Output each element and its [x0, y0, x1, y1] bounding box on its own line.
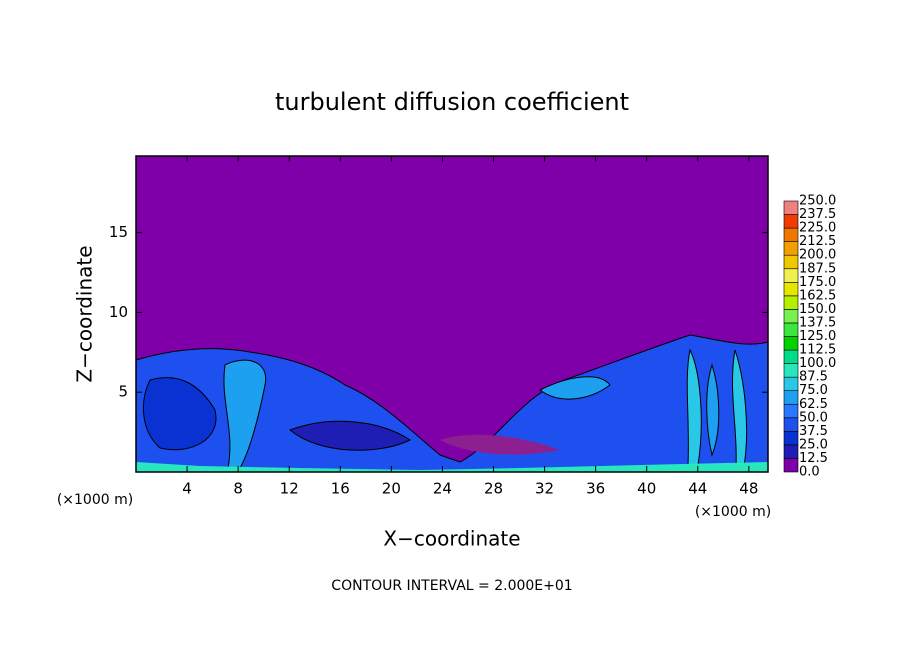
- colorbar-box: [783, 281, 799, 297]
- colorbar-box: [783, 309, 799, 324]
- annotation: CONTOUR INTERVAL = 2.000E+01: [331, 578, 572, 594]
- x-tick-label: 8: [233, 480, 243, 498]
- colorbar-box: [783, 458, 799, 473]
- colorbar-box: [783, 390, 799, 405]
- colorbar-label: 175.0: [799, 275, 836, 290]
- colorbar-label: 112.5: [799, 343, 836, 358]
- colorbar-label: 75.0: [799, 383, 828, 398]
- x-tick-label: 40: [637, 480, 656, 498]
- colorbar-box: [783, 444, 799, 459]
- colorbar-box: [783, 322, 799, 337]
- x-tick-label: 24: [433, 480, 452, 498]
- colorbar-label: 200.0: [799, 248, 836, 263]
- colorbar-label: 212.5: [799, 234, 836, 249]
- colorbar-box: [783, 376, 799, 391]
- y-tick-label: 5: [118, 383, 128, 401]
- contour-field: [135, 156, 769, 473]
- x-tick-label: 48: [739, 480, 758, 498]
- x-unit-label: (×1000 m): [57, 492, 133, 508]
- x-axis-label: X−coordinate: [383, 527, 520, 551]
- chart-title: turbulent diffusion coefficient: [275, 88, 629, 116]
- plot-frame: [135, 155, 769, 473]
- x-tick-label: 20: [382, 480, 401, 498]
- x-tick-label: 44: [688, 480, 707, 498]
- colorbar-label: 87.5: [799, 370, 828, 385]
- colorbar-label: 0.0: [799, 465, 820, 480]
- colorbar-box: [783, 363, 799, 378]
- colorbar-box: [783, 403, 799, 419]
- colorbar-label: 25.0: [799, 437, 828, 452]
- colorbar-label: 125.0: [799, 329, 836, 344]
- y-tick-label: 15: [109, 223, 128, 241]
- colorbar-label: 137.5: [799, 315, 836, 330]
- colorbar-box: [783, 254, 799, 270]
- colorbar-label: 225.0: [799, 221, 836, 236]
- x-unit-label: (×1000 m): [695, 504, 771, 520]
- colorbar-label: 162.5: [799, 288, 836, 303]
- colorbar-label: 12.5: [799, 451, 828, 466]
- x-tick-label: 16: [331, 480, 350, 498]
- colorbar-label: 37.5: [799, 424, 828, 439]
- colorbar-box: [783, 241, 799, 256]
- colorbar-box: [783, 417, 799, 432]
- colorbar-box: [783, 336, 799, 351]
- x-tick-label: 28: [484, 480, 503, 498]
- colorbar-label: 50.0: [799, 410, 828, 425]
- colorbar-label: 150.0: [799, 302, 836, 317]
- x-tick-label: 32: [535, 480, 554, 498]
- x-tick-label: 12: [280, 480, 299, 498]
- colorbar-label: 62.5: [799, 397, 828, 412]
- colorbar-box: [783, 268, 799, 283]
- colorbar-box: [783, 349, 799, 364]
- y-axis-label: Z−coordinate: [73, 245, 97, 382]
- colorbar-box: [783, 200, 799, 215]
- colorbar-box: [783, 431, 799, 446]
- colorbar-box: [783, 214, 799, 229]
- y-tick-label: 10: [109, 303, 128, 321]
- colorbar-label: 187.5: [799, 261, 836, 276]
- x-tick-label: 36: [586, 480, 605, 498]
- colorbar-label: 100.0: [799, 356, 836, 371]
- colorbar-label: 237.5: [799, 207, 836, 222]
- colorbar-box: [783, 295, 799, 310]
- colorbar-box: [783, 227, 799, 242]
- x-tick-label: 4: [182, 480, 192, 498]
- colorbar-label: 250.0: [799, 194, 836, 209]
